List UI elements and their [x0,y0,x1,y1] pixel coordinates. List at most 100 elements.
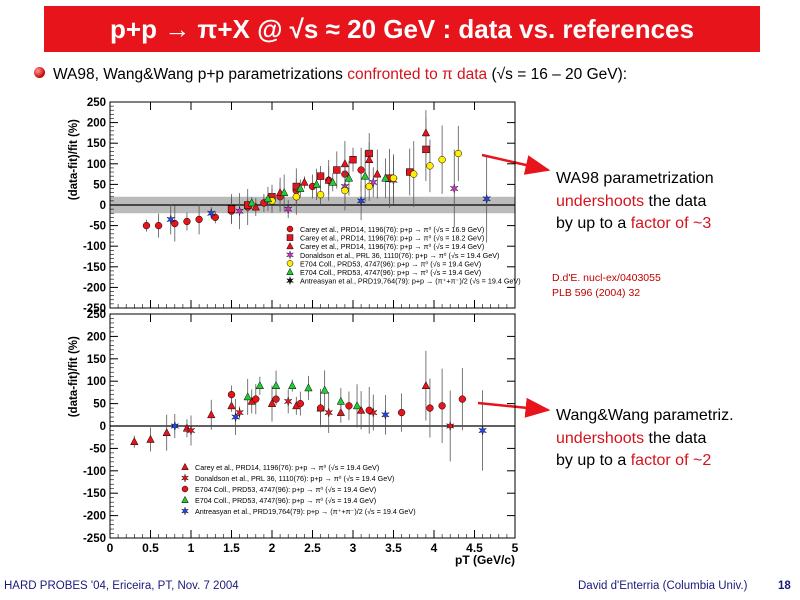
legend-label: Carey et al., PRD14, 1196(76): p+p → π⁰ … [300,225,484,234]
legend-marker [181,485,189,493]
data-point [316,191,325,199]
arrow-bottom [477,397,551,418]
intro-tail: (√s = 16 – 20 GeV): [487,66,628,83]
data-point [373,169,382,178]
data-point [360,171,370,180]
legend-marker [285,275,295,286]
legend-marker [286,242,294,250]
data-point [296,183,305,192]
legend-marker [181,495,189,503]
data-point [271,381,281,389]
wang-factor: factor of ~2 [630,452,712,469]
data-point [235,206,245,217]
data-point [279,188,289,196]
wang-note-line2: undershoots the data [556,428,734,451]
data-point [316,404,325,412]
data-point [454,149,462,158]
data-point [130,437,139,445]
legend-marker [180,473,190,483]
data-point [227,205,236,213]
wang-line3-lead: by up to a [556,452,631,469]
data-point [421,128,431,137]
data-point [478,425,488,436]
footer-conference: HARD PROBES '04, Ericeira, PT, Nov. 7 20… [4,580,239,592]
data-point [304,383,313,392]
data-point [345,402,353,410]
x-tick-label: 4.5 [466,541,483,555]
data-point [365,155,374,163]
legend-label: Antreasyan et al., PRD19,764(79): p+p → … [300,277,521,286]
data-point [186,425,196,436]
data-point [171,219,179,228]
data-point [324,407,334,418]
data-point [438,156,446,164]
legend-marker [180,506,190,516]
y-tick-label: 250 [87,309,106,321]
data-point [183,217,191,226]
legend-marker [285,250,295,260]
data-point [426,404,434,412]
data-point [267,398,277,407]
x-tick-label: 1.5 [223,541,240,555]
legend-label: E704 Coll., PRD53, 4747(96): p+p → π⁰ (√… [195,496,376,505]
y-tick-label: 200 [87,118,106,130]
data-point [195,215,203,224]
data-point [410,170,418,178]
reference-line2: PLB 596 (2004) 32 [552,287,641,299]
y-tick-label: 100 [87,159,106,171]
legend-label: Donaldson et al., PRL 36, 1110(76): p+p … [300,251,499,260]
data-point [231,411,241,423]
data-point [381,173,390,182]
data-point [211,213,219,222]
y-tick-label: 50 [93,399,106,411]
x-tick-label: 0 [107,541,114,555]
data-point [458,395,467,403]
wang-note-line3: by up to a factor of ~2 [556,450,734,473]
x-tick-label: 3.5 [385,541,402,555]
data-point [482,193,492,204]
data-point [296,399,305,408]
top-plot: 250 200 150 100 50 0 -50 -100 -150 -200 -250 (data-… [68,97,521,315]
data-point [421,381,431,389]
data-point [312,179,321,188]
x-axis-label: pT (GeV/c) [455,553,515,567]
data-point [449,183,459,194]
data-point [154,221,163,230]
data-point [263,194,273,203]
slide-title: p+p → π+X @ √s ≈ 20 GeV : data vs. refer… [44,6,760,52]
x-tick-label: 2.5 [304,541,321,555]
legend-marker [286,267,294,275]
y-tick-label: 50 [93,179,106,191]
page-number: 18 [778,580,791,592]
legend-label: Carey et al., PRD14, 1196(76): p+p → π⁰ … [300,234,484,243]
data-point [365,182,373,191]
legend-marker [286,234,294,241]
wang-note-line1: Wang&Wang parametriz. [556,407,734,424]
data-point [349,156,357,164]
y-tick-label: -200 [83,511,106,523]
intro-lead: WA98, Wang&Wang p+p parametrizations [53,66,348,83]
data-point [206,208,216,219]
wa98-note-line3: by up to a factor of ~3 [556,213,714,236]
data-point [333,166,341,174]
data-point [445,420,455,432]
data-point [356,195,366,207]
data-point [255,381,265,389]
x-tick-label: 2 [269,541,276,555]
legend-label: E704 Coll., PRD53, 4747(96): p+p → π⁰ (√… [195,485,376,494]
y-tick-label: 250 [87,97,106,109]
intro-highlight: confronted to π data [347,66,488,83]
data-point [341,186,349,195]
y-tick-label: -150 [83,488,106,500]
wa98-note-line1: WA98 parametrization [556,170,714,187]
y-tick-label: 150 [87,354,106,366]
wang-undershoots: undershoots [556,429,645,447]
legend-marker [286,260,294,267]
data-point [251,202,260,211]
wang-line2-rest: the data [644,429,707,447]
wa98-note-line2: undershoots the data [556,191,714,214]
wa98-line2-rest: the data [644,192,707,210]
data-point [320,385,329,394]
legend-label: E704 Coll., PRD53, 4747(96): p+p → π⁰ (√… [300,259,481,268]
